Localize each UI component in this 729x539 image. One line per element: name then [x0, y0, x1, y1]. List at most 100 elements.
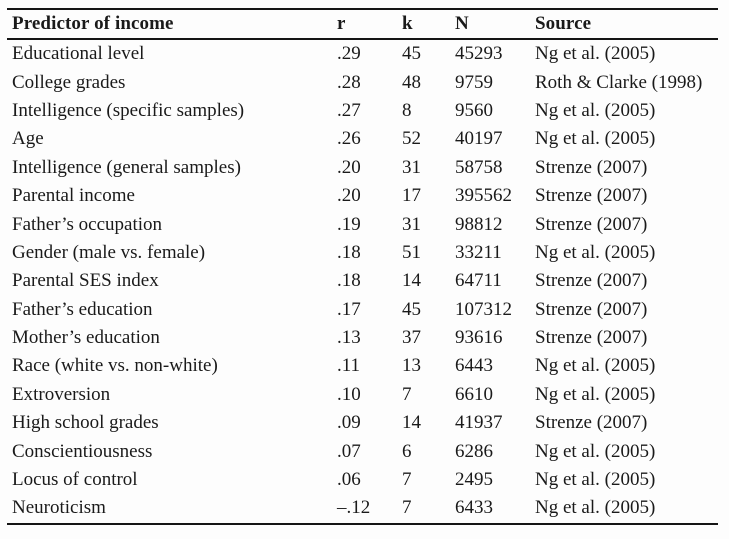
cell-n: 41937	[455, 412, 503, 434]
cell-r: .17	[337, 298, 361, 320]
cell-k: 31	[402, 213, 421, 235]
cell-r: .27	[337, 99, 361, 121]
cell-n: 33211	[455, 241, 502, 263]
cell-source: Ng et al. (2005)	[535, 469, 656, 491]
cell-predictor: Father’s education	[12, 298, 153, 320]
cell-r: .09	[337, 412, 361, 434]
cell-k: 48	[402, 71, 421, 93]
cell-source: Strenze (2007)	[535, 156, 648, 178]
cell-source: Ng et al. (2005)	[535, 241, 656, 263]
table-row: Neuroticism –.12 7 6433 Ng et al. (2005)	[7, 494, 718, 523]
cell-k: 8	[402, 99, 412, 121]
income-predictors-table-container: Predictor of income r k N Source Educati…	[7, 8, 718, 525]
cell-r: .20	[337, 185, 361, 207]
cell-k: 6	[402, 440, 412, 462]
cell-n: 9759	[455, 71, 493, 93]
table-row: High school grades .09 14 41937 Strenze (200…	[7, 409, 718, 437]
cell-n: 93616	[455, 327, 503, 349]
cell-k: 7	[402, 497, 412, 519]
cell-predictor: Age	[12, 128, 44, 150]
cell-source: Strenze (2007)	[535, 270, 648, 292]
cell-predictor: College grades	[12, 71, 126, 93]
cell-n: 98812	[455, 213, 503, 235]
cell-r: .18	[337, 241, 361, 263]
cell-r: .28	[337, 71, 361, 93]
header-k: k	[402, 9, 455, 40]
header-predictor: Predictor of income	[7, 9, 337, 40]
cell-r: .20	[337, 156, 361, 178]
table-header: Predictor of income r k N Source	[7, 9, 718, 40]
cell-r: .18	[337, 270, 361, 292]
cell-k: 17	[402, 185, 421, 207]
cell-source: Ng et al. (2005)	[535, 43, 656, 65]
table-row: Parental SES index .18 14 64711 Strenze (200…	[7, 267, 718, 295]
cell-predictor: High school grades	[12, 412, 159, 434]
cell-k: 37	[402, 327, 421, 349]
cell-predictor: Father’s occupation	[12, 213, 163, 235]
cell-r: .07	[337, 440, 361, 462]
cell-predictor: Neuroticism	[12, 497, 106, 519]
cell-r: .11	[337, 355, 361, 377]
table-row: College grades .28 48 9759 Roth & Clarke (19…	[7, 68, 718, 96]
cell-source: Roth & Clarke (1998)	[535, 71, 703, 93]
cell-source: Ng et al. (2005)	[535, 383, 656, 405]
cell-n: 40197	[455, 128, 503, 150]
cell-source: Strenze (2007)	[535, 327, 648, 349]
cell-predictor: Gender (male vs. female)	[12, 241, 206, 263]
cell-r: –.12	[337, 497, 371, 519]
cell-n: 58758	[455, 156, 503, 178]
table-row: Age .26 52 40197 Ng et al. (2005)	[7, 125, 718, 153]
table-row: Race (white vs. non-white) .11 13 6443 Ng et…	[7, 352, 718, 380]
table-row: Mother’s education .13 37 93616 Strenze (200…	[7, 324, 718, 352]
cell-r: .19	[337, 213, 361, 235]
table-row: Intelligence (general samples) .20 31 58758…	[7, 154, 718, 182]
cell-predictor: Race (white vs. non-white)	[12, 355, 218, 377]
cell-k: 31	[402, 156, 421, 178]
cell-k: 14	[402, 412, 421, 434]
table-row: Educational level .29 45 45293 Ng et al. (20…	[7, 39, 718, 68]
cell-n: 6433	[455, 497, 493, 519]
cell-n: 9560	[455, 99, 493, 121]
cell-n: 2495	[455, 469, 493, 491]
cell-n: 64711	[455, 270, 502, 292]
cell-source: Strenze (2007)	[535, 213, 648, 235]
cell-source: Strenze (2007)	[535, 412, 648, 434]
cell-r: .29	[337, 43, 361, 65]
header-n: N	[455, 9, 535, 40]
cell-predictor: Intelligence (general samples)	[12, 156, 241, 178]
cell-predictor: Parental SES index	[12, 270, 159, 292]
cell-k: 45	[402, 43, 421, 65]
table-row: Conscientiousness .07 6 6286 Ng et al. (2005…	[7, 437, 718, 465]
cell-source: Ng et al. (2005)	[535, 355, 656, 377]
cell-source: Ng et al. (2005)	[535, 128, 656, 150]
cell-n: 395562	[455, 185, 512, 207]
cell-source: Ng et al. (2005)	[535, 99, 656, 121]
cell-r: .06	[337, 469, 361, 491]
cell-k: 51	[402, 241, 421, 263]
cell-source: Strenze (2007)	[535, 185, 648, 207]
cell-predictor: Extroversion	[12, 383, 111, 405]
cell-predictor: Conscientiousness	[12, 440, 153, 462]
table-row: Gender (male vs. female) .18 51 33211 Ng et …	[7, 239, 718, 267]
cell-k: 45	[402, 298, 421, 320]
table-row: Extroversion .10 7 6610 Ng et al. (2005)	[7, 381, 718, 409]
cell-source: Ng et al. (2005)	[535, 497, 656, 519]
table-row: Father’s occupation .19 31 98812 Strenze (20…	[7, 210, 718, 238]
table-row: Locus of control .06 7 2495 Ng et al. (2005)	[7, 466, 718, 494]
cell-source: Strenze (2007)	[535, 298, 648, 320]
cell-k: 52	[402, 128, 421, 150]
income-predictors-table: Predictor of income r k N Source Educati…	[7, 8, 718, 525]
cell-n: 6286	[455, 440, 493, 462]
cell-predictor: Parental income	[12, 185, 135, 207]
cell-r: .13	[337, 327, 361, 349]
table-row: Intelligence (specific samples) .27 8 9560 N…	[7, 97, 718, 125]
cell-k: 13	[402, 355, 421, 377]
cell-k: 14	[402, 270, 421, 292]
cell-predictor: Educational level	[12, 43, 145, 65]
cell-n: 6610	[455, 383, 493, 405]
cell-n: 107312	[455, 298, 512, 320]
header-row: Predictor of income r k N Source	[7, 9, 718, 40]
table-row: Father’s education .17 45 107312 Strenze (20…	[7, 296, 718, 324]
cell-k: 7	[402, 469, 412, 491]
cell-source: Ng et al. (2005)	[535, 440, 656, 462]
